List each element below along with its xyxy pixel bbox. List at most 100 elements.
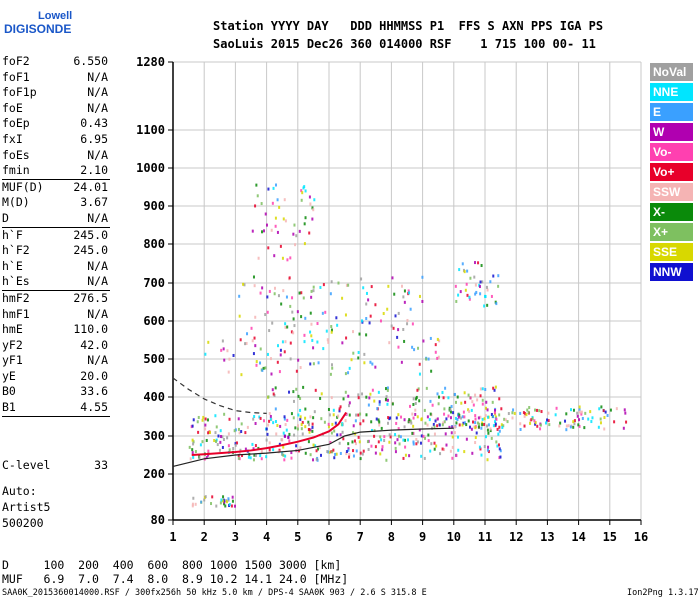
echo-point <box>463 415 466 419</box>
echo-point <box>288 276 291 280</box>
param-label: fxI <box>2 131 23 146</box>
echo-point <box>399 435 402 439</box>
header-row2: SaoLuis 2015 Dec26 360 014000 RSF 1 715 … <box>213 37 596 51</box>
echo-point <box>453 392 456 396</box>
echo-point <box>402 456 405 460</box>
echo-point <box>470 408 473 412</box>
param-value: 6.95 <box>80 131 108 146</box>
param-row: MUF(D) 24.01 <box>2 180 110 196</box>
echo-point <box>374 303 377 307</box>
echo-point <box>495 417 498 421</box>
echo-point <box>485 285 488 289</box>
echo-point <box>332 448 335 452</box>
param-label: foF1p <box>2 85 37 100</box>
echo-point <box>309 330 312 334</box>
echo-point <box>572 420 575 424</box>
echo-point <box>227 444 230 448</box>
echo-point <box>301 191 304 195</box>
echo-point <box>265 438 268 442</box>
echo-point <box>463 270 466 274</box>
echo-point <box>295 387 298 391</box>
echo-point <box>312 346 315 350</box>
echo-point <box>474 414 477 418</box>
echo-point <box>194 450 197 454</box>
echo-point <box>504 418 507 422</box>
echo-point <box>433 432 436 436</box>
echo-point <box>430 442 433 446</box>
echo-point <box>290 412 293 416</box>
echo-point <box>499 449 502 453</box>
legend-item: Vo+ <box>650 163 693 181</box>
echo-point <box>438 339 441 343</box>
param-label: hmE <box>2 322 23 337</box>
param-row: B0 33.6 <box>2 384 110 400</box>
param-value: 245.0 <box>73 243 108 258</box>
echo-point <box>452 411 455 415</box>
echo-point <box>227 370 230 374</box>
echo-point <box>477 416 480 420</box>
echo-point <box>247 455 250 459</box>
echo-point <box>284 434 287 438</box>
echo-point <box>216 443 219 447</box>
echo-point <box>358 440 361 444</box>
echo-point <box>238 294 241 298</box>
echo-point <box>394 450 397 454</box>
echo-point <box>218 448 221 452</box>
echo-point <box>433 425 436 429</box>
echo-point <box>345 283 348 287</box>
param-row: foF1 N/A <box>2 70 110 86</box>
echo-point <box>304 316 307 320</box>
echo-point <box>294 426 297 430</box>
echo-point <box>253 336 256 340</box>
echo-point <box>309 415 312 419</box>
echo-point <box>284 325 287 329</box>
echo-point <box>367 298 370 302</box>
echo-point <box>317 361 320 365</box>
echo-point <box>294 243 297 247</box>
echo-point <box>319 453 322 457</box>
echo-point <box>333 429 336 433</box>
echo-point <box>420 418 423 422</box>
echo-point <box>204 417 207 421</box>
echo-point <box>231 495 234 499</box>
echo-point <box>191 448 194 452</box>
echo-point <box>300 198 303 202</box>
echo-point <box>481 280 484 284</box>
echo-point <box>265 427 268 431</box>
echo-point <box>353 439 356 443</box>
echo-point <box>475 431 478 435</box>
echo-point <box>523 414 526 418</box>
echo-point <box>269 357 272 361</box>
echo-point <box>214 414 217 418</box>
echo-point <box>377 440 380 444</box>
echo-point <box>427 439 430 443</box>
echo-point <box>613 420 616 424</box>
echo-point <box>284 340 287 344</box>
echo-point <box>347 448 350 452</box>
echo-point <box>227 432 230 436</box>
echo-point <box>454 416 457 420</box>
echo-point <box>565 424 568 428</box>
echo-point <box>205 438 208 442</box>
param-label: h`Es <box>2 274 30 289</box>
echo-point <box>512 408 515 412</box>
echo-point <box>539 427 542 431</box>
echo-point <box>365 302 368 306</box>
echo-point <box>573 422 576 426</box>
echo-point <box>379 452 382 456</box>
echo-point <box>207 449 210 453</box>
echo-point <box>326 338 329 342</box>
echo-point <box>192 496 195 500</box>
echo-point <box>465 437 468 441</box>
echo-point <box>227 497 230 501</box>
echo-point <box>275 432 278 436</box>
echo-point <box>284 322 287 326</box>
echo-point <box>327 407 330 411</box>
echo-point <box>458 413 461 417</box>
echo-point <box>367 447 370 451</box>
echo-point <box>347 447 350 451</box>
echo-point <box>494 420 497 424</box>
echo-point <box>259 454 262 458</box>
echo-point <box>357 396 360 400</box>
echo-point <box>429 449 432 453</box>
